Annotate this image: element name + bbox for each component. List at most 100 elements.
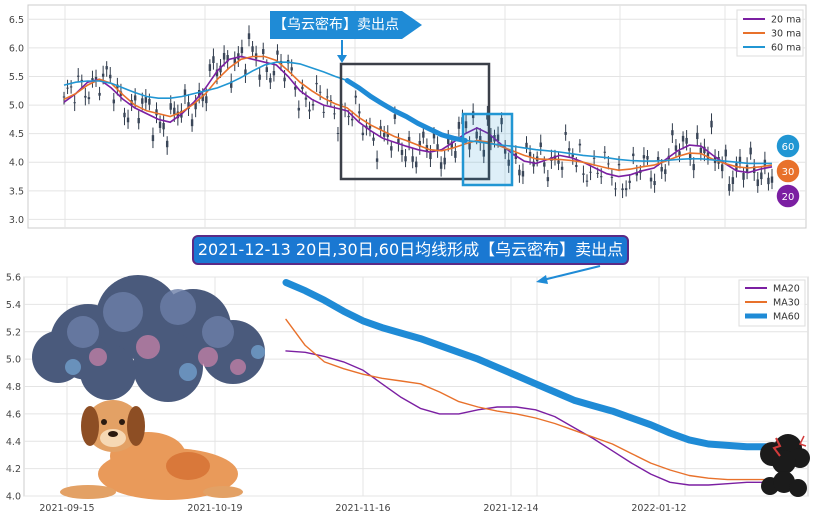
candle-body (358, 111, 361, 114)
candle-body (539, 142, 542, 148)
candle-body (304, 97, 308, 100)
ma-badge (775, 133, 801, 159)
candle-body (230, 81, 233, 88)
candle-body (742, 172, 745, 180)
candle-body (194, 102, 197, 110)
candle-body (475, 131, 478, 139)
candle-body (596, 172, 599, 174)
candle-body (479, 135, 482, 143)
bottom-ma20-line (285, 350, 767, 486)
candle-body (148, 98, 151, 105)
candle-body (486, 112, 489, 120)
candle-body (98, 92, 101, 96)
candle-body (767, 177, 770, 185)
candle-body (525, 142, 528, 149)
top-legend-label: 20 ma (771, 15, 801, 26)
candle-body (770, 176, 774, 183)
candle-body (176, 111, 180, 119)
candle-body (262, 49, 265, 55)
bottom-ma30-line (285, 318, 767, 481)
candle-body (233, 57, 236, 64)
candle-body (219, 65, 222, 73)
candle-body (62, 96, 66, 98)
candle-body (173, 107, 176, 115)
candle-body (354, 95, 357, 98)
candle-body (379, 126, 382, 130)
candle-body (738, 156, 742, 164)
candle-body (667, 155, 671, 161)
top-candlestick-chart: 3.0 3.5 4.0 4.5 5.0 5.5 6.0 6.5 20 ma 30 ma 60 ma 6… (9, 4, 807, 229)
ma-badge-label: 20 (782, 192, 795, 203)
candle-body (592, 157, 596, 159)
candle-body (326, 96, 329, 98)
candle-body (674, 145, 678, 151)
candle-body (109, 74, 112, 79)
candle-body (568, 148, 571, 151)
candle-body (350, 118, 354, 121)
candle-body (582, 173, 585, 175)
candle-body (454, 151, 457, 158)
candle-body (87, 97, 91, 100)
candle-body (607, 163, 610, 165)
candle-body (439, 162, 443, 169)
candle-body (400, 149, 404, 155)
candle-body (646, 155, 649, 160)
candle-body (418, 140, 421, 147)
candle-body (336, 132, 340, 134)
candle-body (201, 94, 204, 102)
candle-body (165, 140, 169, 148)
candle-body (407, 136, 411, 143)
bottom-ma60-line (282, 279, 770, 451)
candle-body (208, 64, 212, 71)
candle-body (632, 153, 635, 157)
sell-point-box (461, 112, 514, 187)
bottom-xtick-label: 2021-10-19 (187, 503, 242, 514)
candle-body (169, 103, 172, 110)
candle-body (706, 152, 710, 159)
candle-body (269, 77, 272, 83)
candle-body (190, 119, 194, 127)
candle-body (151, 135, 155, 142)
candle-body (411, 156, 414, 162)
candle-body (112, 99, 116, 104)
top-ytick-label: 6.0 (9, 43, 24, 54)
candle-body (528, 151, 532, 158)
candle-body (649, 177, 653, 182)
candle-body (496, 134, 500, 141)
top-ytick-label: 3.5 (9, 186, 24, 197)
candle-body (760, 172, 763, 180)
candle-body (564, 132, 567, 135)
candle-body (728, 183, 731, 191)
candle-body (443, 157, 446, 165)
bottom-ytick-label: 4.4 (6, 437, 21, 448)
candle-body (84, 95, 87, 98)
banner-arrow-head (536, 275, 548, 284)
candle-body (664, 169, 667, 175)
candle-body (489, 135, 493, 143)
candle-body (685, 137, 688, 144)
candle-body (297, 107, 301, 111)
candle-body (183, 89, 187, 97)
candle-body (329, 100, 333, 102)
candle-body (77, 75, 80, 77)
candle-body (532, 161, 535, 167)
candle-body (301, 86, 304, 90)
candle-body (318, 91, 322, 93)
candle-body (73, 102, 76, 104)
bottom-ytick-label: 5.6 (6, 273, 21, 284)
candle-body (617, 163, 621, 166)
candle-body (137, 117, 140, 124)
top-ytick-label: 4.5 (9, 129, 24, 140)
bottom-ytick-label: 5.2 (6, 327, 21, 338)
sell-point-tag: 【乌云密布】卖出点 (270, 11, 402, 39)
candle-body (731, 177, 735, 185)
candle-body (322, 111, 325, 113)
candle-body (560, 166, 564, 170)
candle-body (390, 146, 393, 151)
cloud-pattern-box (339, 62, 491, 181)
candle-body (557, 160, 560, 164)
bottom-ytick-label: 4.8 (6, 382, 21, 393)
candle-body (678, 151, 681, 157)
candle-body (546, 177, 550, 182)
